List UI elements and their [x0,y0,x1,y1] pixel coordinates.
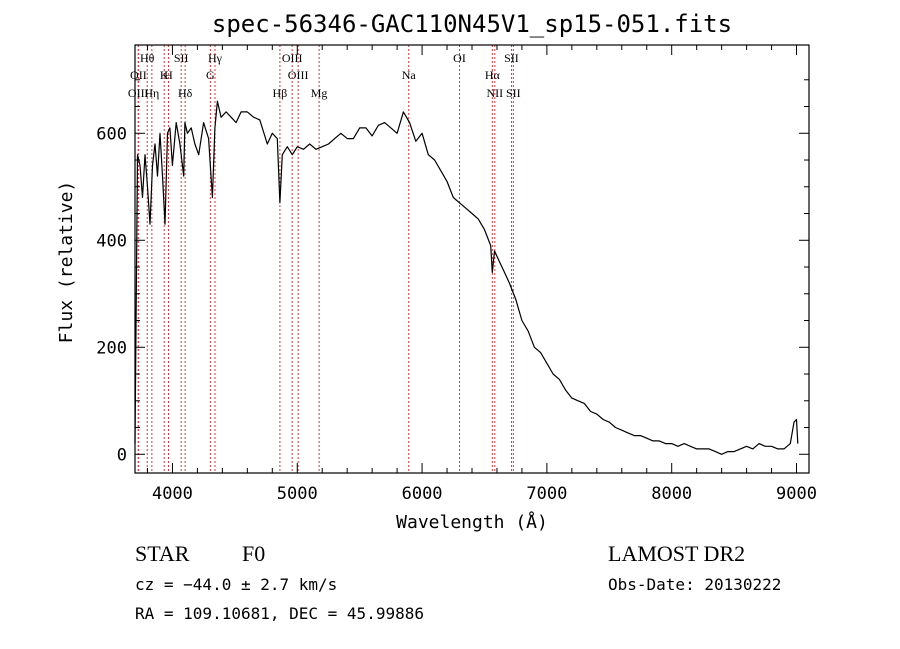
x-tick-label: 5000 [277,484,318,504]
spectral-line-label: Na [402,68,417,82]
x-tick-label: 6000 [402,484,443,504]
spectral-line-label: Hα [485,68,501,82]
y-tick-label: 600 [96,124,127,144]
spectral-line-label: H [164,68,173,82]
spectral-line-label: OIII [282,51,303,65]
x-axis: 4000 5000 6000 7000 8000 9000 [146,45,817,504]
redshift-text: cz = −44.0 ± 2.7 km/s [135,575,337,594]
survey-name: LAMOST DR2 [608,541,745,566]
spectral-line-label: SII [174,51,189,65]
spectral-line-label: K [160,68,169,82]
spectral-line-label: OIII [128,86,149,100]
spectral-line-label: OI [453,51,466,65]
spectral-line-markers [137,45,514,473]
spectral-line-label: Hβ [273,86,288,100]
x-tick-label: 7000 [526,484,567,504]
spectral-line-label: Hδ [178,86,193,100]
spectral-line-label: Hθ [140,51,155,65]
object-class: STAR [135,541,190,566]
x-tick-label: 9000 [776,484,817,504]
plot-frame [134,44,810,474]
spectral-line-label: SII [504,51,519,65]
spectral-line-label: SII [506,86,521,100]
x-tick-label: 8000 [651,484,692,504]
y-tick-label: 0 [117,445,127,465]
y-tick-label: 400 [96,231,127,251]
spectral-line-label: Hγ [208,51,223,65]
y-axis-label: Flux (relative) [56,181,77,344]
spectral-line-label: OIII [288,68,309,82]
spectral-line-label: G [206,68,215,82]
x-tick-label: 4000 [152,484,193,504]
obs-date: Obs-Date: 20130222 [608,575,781,594]
x-axis-label: Wavelength (Å) [396,511,548,533]
object-subclass: F0 [242,541,265,566]
coordinates-text: RA = 109.10681, DEC = 45.99886 [135,604,424,623]
spectral-line-label: Mg [311,86,328,100]
spectral-line-label: Hη [144,86,159,100]
spectral-line-label: NII [487,86,504,100]
y-tick-label: 200 [96,338,127,358]
y-axis: 0 200 400 600 [96,79,809,465]
chart-title: spec-56346-GAC110N45V1_sp15-051.fits [212,10,732,38]
spectrum-line [134,100,799,455]
spectral-line-label: OII [130,68,147,82]
